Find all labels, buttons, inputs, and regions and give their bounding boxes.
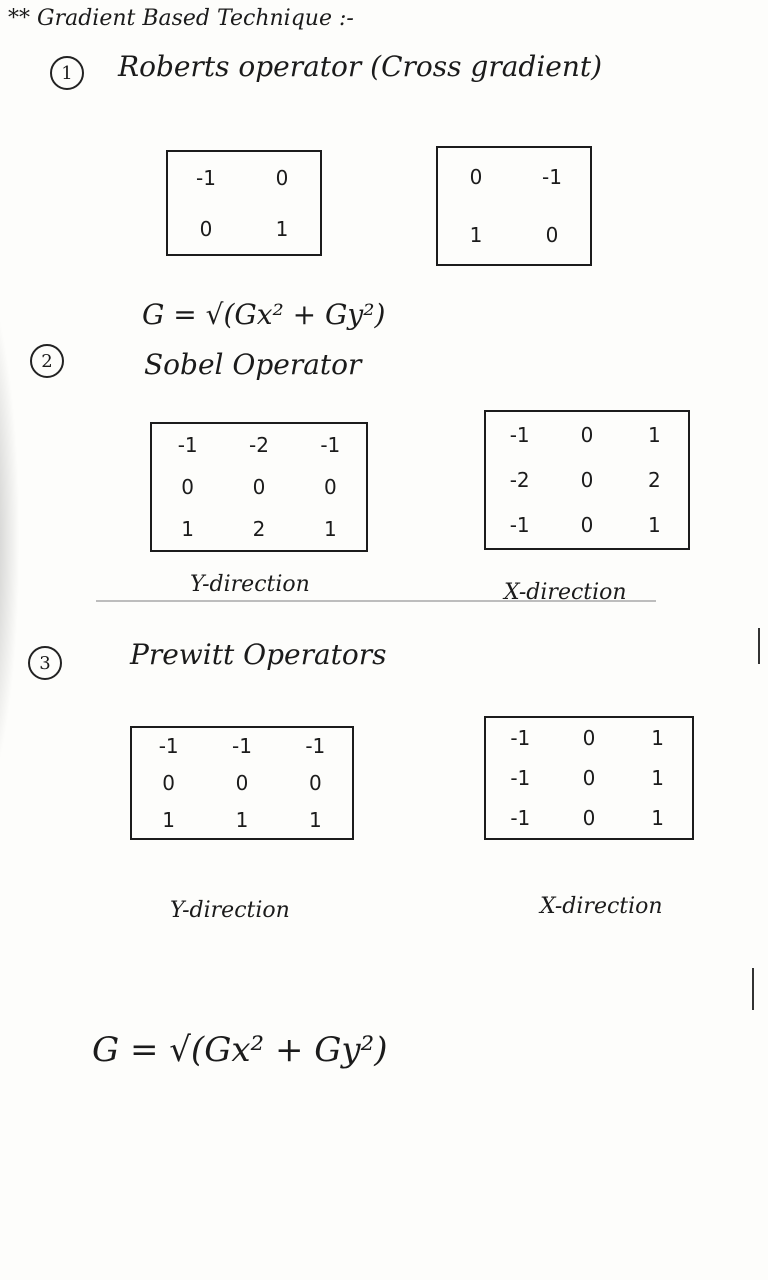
matrix-cell: -1 xyxy=(509,422,530,447)
matrix-cell: 1 xyxy=(235,807,249,832)
matrix-cell: 1 xyxy=(162,807,176,832)
roberts-kernel-a: -1 0 0 1 xyxy=(166,150,322,256)
roberts-kernel-b: 0 -1 1 0 xyxy=(436,146,592,266)
matrix-cell: 1 xyxy=(647,422,661,447)
divider-line xyxy=(96,600,656,602)
matrix-cell: 0 xyxy=(580,422,594,447)
prewitt-y-caption: Y-direction xyxy=(170,898,290,923)
matrix-cell: 0 xyxy=(580,513,594,538)
matrix-cell: 0 xyxy=(469,165,483,189)
prewitt-title: Prewitt Operators xyxy=(130,638,387,671)
matrix-cell: 1 xyxy=(181,517,195,541)
matrix-cell: -1 xyxy=(177,433,198,457)
matrix-cell: 0 xyxy=(582,806,596,830)
item-number-1: 1 xyxy=(50,56,84,90)
matrix-cell: 2 xyxy=(252,517,266,541)
matrix-cell: -1 xyxy=(305,734,326,759)
matrix-cell: 0 xyxy=(181,475,195,499)
matrix-cell: -1 xyxy=(320,433,341,457)
prewitt-x-kernel: -1 0 1 -1 0 1 -1 0 1 xyxy=(484,716,694,840)
matrix-cell: 0 xyxy=(308,770,322,795)
page-shadow xyxy=(0,260,20,820)
matrix-cell: 0 xyxy=(580,467,594,492)
matrix-cell: 0 xyxy=(252,475,266,499)
sobel-y-caption: Y-direction xyxy=(190,572,310,597)
matrix-cell: 2 xyxy=(647,467,661,492)
matrix-cell: -1 xyxy=(158,734,179,759)
section-heading: ** Gradient Based Technique :- xyxy=(8,6,354,31)
matrix-cell: -1 xyxy=(232,734,252,759)
matrix-cell: 0 xyxy=(582,766,596,790)
matrix-cell: 1 xyxy=(308,807,322,832)
prewitt-y-kernel: -1 -1 -1 0 0 0 1 1 1 xyxy=(130,726,354,840)
matrix-cell: 0 xyxy=(582,726,596,750)
prewitt-x-caption: X-direction xyxy=(540,894,663,919)
matrix-cell: -1 xyxy=(510,766,531,790)
margin-mark xyxy=(758,628,760,664)
matrix-cell: 1 xyxy=(647,513,661,538)
margin-mark xyxy=(752,968,754,1010)
matrix-cell: 0 xyxy=(162,770,176,795)
matrix-cell: 0 xyxy=(545,223,559,247)
matrix-cell: -1 xyxy=(510,726,531,750)
matrix-cell: 0 xyxy=(199,216,213,241)
matrix-cell: -1 xyxy=(509,513,530,538)
matrix-cell: -1 xyxy=(542,165,562,189)
matrix-cell: -1 xyxy=(196,165,216,190)
matrix-cell: 1 xyxy=(275,216,289,241)
item-number-2: 2 xyxy=(30,344,64,378)
sobel-x-kernel: -1 0 1 -2 0 2 -1 0 1 xyxy=(484,410,690,550)
matrix-cell: 1 xyxy=(469,223,483,247)
matrix-cell: -2 xyxy=(249,433,269,457)
matrix-cell: 0 xyxy=(275,165,289,190)
prewitt-formula: G = √(Gx² + Gy²) xyxy=(92,1030,388,1070)
sobel-title: Sobel Operator xyxy=(144,348,362,381)
matrix-cell: -1 xyxy=(510,806,531,830)
item-number-3: 3 xyxy=(28,646,62,680)
matrix-cell: 0 xyxy=(235,770,249,795)
roberts-title: Roberts operator (Cross gradient) xyxy=(118,50,603,83)
matrix-cell: 1 xyxy=(651,766,665,790)
roberts-formula: G = √(Gx² + Gy²) xyxy=(142,298,386,331)
sobel-y-kernel: -1 -2 -1 0 0 0 1 2 1 xyxy=(150,422,368,552)
matrix-cell: 0 xyxy=(323,475,337,499)
matrix-cell: 1 xyxy=(651,726,665,750)
matrix-cell: 1 xyxy=(651,806,665,830)
matrix-cell: 1 xyxy=(323,517,337,541)
matrix-cell: -2 xyxy=(509,467,530,492)
